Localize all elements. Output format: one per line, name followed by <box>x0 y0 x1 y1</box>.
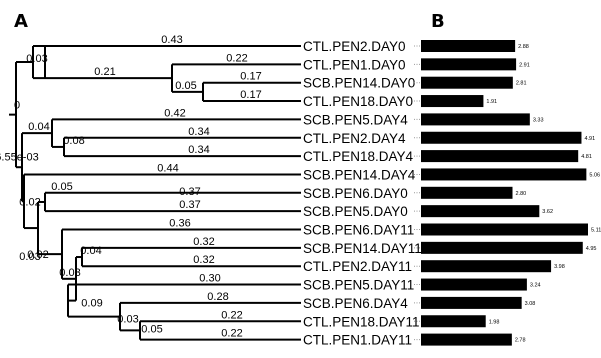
leaf-label: SCB.PEN5.DAY4 <box>303 112 408 127</box>
leaf-label: CTL.PEN18.DAY11 <box>303 314 420 329</box>
bar <box>421 186 513 199</box>
branch-length-label: 0.17 <box>240 89 261 101</box>
leaf-label: CTL.PEN1.DAY0 <box>303 57 406 72</box>
bar-value-label: 4.91 <box>584 136 595 142</box>
leaf-label: SCB.PEN14.DAY0 <box>303 76 415 91</box>
branch-length-label: 0.28 <box>207 291 228 303</box>
bar-value-label: 4.95 <box>586 246 597 252</box>
leaf-label: CTL.PEN1.DAY11 <box>303 333 412 348</box>
leaf-label: SCB.PEN14.DAY4 <box>303 167 416 182</box>
branch-length-label: 0.03 <box>59 267 80 279</box>
bar-value-label: 1.98 <box>489 319 500 325</box>
bar-value-label: 2.78 <box>515 338 526 344</box>
branch-length-label: 0.04 <box>28 121 49 133</box>
bar-value-label: 2.88 <box>518 44 529 50</box>
bar-value-label: 3.08 <box>525 301 536 307</box>
bar <box>421 296 522 309</box>
branch-length-label: 0.02 <box>27 249 48 261</box>
bar <box>421 168 587 181</box>
dendrogram: CTL.PEN2.DAY0 CTL.PEN1.DAY0 SCB.PEN14.DAY0… <box>0 34 422 348</box>
bar-value-label: 5.11 <box>591 228 601 234</box>
bar-value-label: 5.06 <box>589 172 600 178</box>
bar-value-label: 2.81 <box>516 81 527 87</box>
branch-length-label: 0.37 <box>179 199 200 211</box>
branch-length-label: 0.32 <box>193 254 214 266</box>
branch-length-label: 0.02 <box>19 196 40 208</box>
branch-length-label: 0.03 <box>19 251 40 263</box>
bar <box>421 223 588 236</box>
bar <box>421 58 517 71</box>
branch-length-label: 0.36 <box>169 218 190 230</box>
leaf-label: CTL.PEN18.DAY0 <box>303 94 413 109</box>
leaf-label: SCB.PEN6.DAY4 <box>303 296 408 311</box>
branch-length-label: 0.37 <box>179 186 200 198</box>
bar-value-label: 2.80 <box>516 191 527 197</box>
branch-length-label: 0 <box>14 100 20 112</box>
branch-length-label: 0.34 <box>188 126 209 138</box>
leaf-label: CTL.PEN2.DAY4 <box>303 131 406 146</box>
panel-letter-a: A <box>14 11 28 32</box>
branch-length-label: 0.44 <box>157 162 178 174</box>
branch-length-label: 0.04 <box>80 245 101 257</box>
bar <box>421 95 484 108</box>
leaf-label: SCB.PEN6.DAY11 <box>303 223 414 238</box>
branch-length-label: 6.55e-03 <box>0 152 39 164</box>
bar <box>421 113 530 126</box>
panel-letter-b: B <box>431 11 445 32</box>
branch-length-label: 0.22 <box>221 309 242 321</box>
bar-value-label: 3.33 <box>533 117 544 123</box>
branch-length-label: 0.05 <box>175 80 196 92</box>
branch-length-label: 0.17 <box>240 71 261 83</box>
leaf-label: CTL.PEN18.DAY4 <box>303 149 414 164</box>
bar <box>421 278 527 291</box>
branch-length-label: 0.05 <box>51 181 72 193</box>
bar <box>421 205 540 218</box>
branch-length-label: 0.42 <box>164 107 185 119</box>
bar-value-label: 1.91 <box>486 99 497 105</box>
bar-value-label: 2.91 <box>519 62 530 68</box>
branch-length-label: 0.22 <box>226 52 247 64</box>
branch-length-label: 0.21 <box>94 66 115 78</box>
bar <box>421 40 516 52</box>
branch-length-label: 0.30 <box>199 273 220 285</box>
leaf-label: SCB.PEN14.DAY11 <box>303 241 422 256</box>
leaf-label: SCB.PEN5.DAY11 <box>303 278 414 293</box>
bar-chart: 2.88 2.91 2.81 1.91 3.33 4.91 4.81 5.06 2.80 3.62… <box>414 40 601 346</box>
bar-value-label: 3.62 <box>542 209 553 215</box>
bar <box>421 76 513 89</box>
bar-value-label: 3.98 <box>554 264 565 270</box>
branch-length-label: 0.32 <box>193 236 214 248</box>
bar <box>421 333 512 346</box>
bar-value-label: 4.81 <box>581 154 592 160</box>
branch-length-label: 0.43 <box>161 34 182 46</box>
leaf-label: CTL.PEN2.DAY0 <box>303 39 406 54</box>
branch-length-label: 0.34 <box>188 144 209 156</box>
bar <box>421 150 579 163</box>
leaf-label: CTL.PEN2.DAY11 <box>303 259 412 274</box>
branch-length-label: 0.05 <box>141 323 162 335</box>
bar <box>421 260 552 273</box>
branch-length-label: 0.03 <box>26 53 47 65</box>
branch-length-label: 0.22 <box>221 328 242 340</box>
branch-length-label: 0.09 <box>81 298 102 310</box>
bar-value-label: 3.24 <box>530 283 541 289</box>
branch-length-label: 0.03 <box>117 314 138 326</box>
bar <box>421 131 582 144</box>
branch-length-label: 0.08 <box>63 135 84 147</box>
bar <box>421 241 583 254</box>
bar <box>421 315 486 328</box>
leaf-label: SCB.PEN6.DAY0 <box>303 186 408 201</box>
leaf-label: SCB.PEN5.DAY0 <box>303 204 408 219</box>
